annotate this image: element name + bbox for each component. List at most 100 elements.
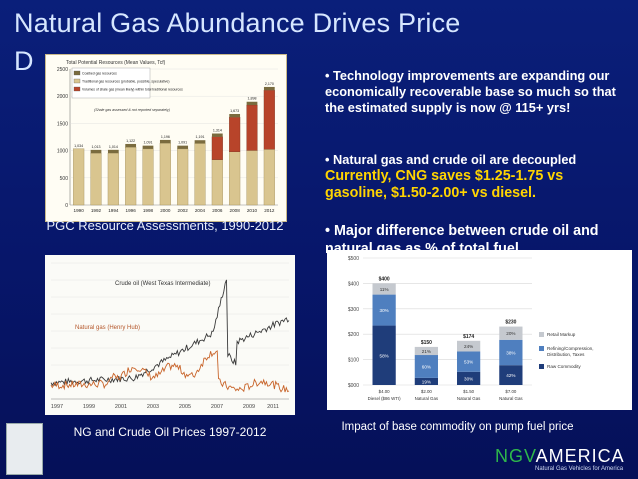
chart1-bar-coal xyxy=(90,149,102,154)
chart2-x-tick: 1997 xyxy=(51,404,63,410)
chart3-y-tick: $400 xyxy=(348,281,359,287)
chart1-bar-label: 1,122 xyxy=(126,139,135,143)
chart2-x-tick: 2007 xyxy=(211,404,223,410)
chart1-bar-label: 1,314 xyxy=(213,129,222,133)
chart1-y-tick: 1500 xyxy=(57,121,68,127)
chart1-x-tick: 2002 xyxy=(178,208,189,213)
chart3-legend-swatch xyxy=(539,346,544,351)
chart2-x-tick: 2011 xyxy=(267,404,279,410)
thumbnail-image xyxy=(6,423,43,475)
chart3-bar-segment xyxy=(499,365,523,385)
chart3-x-tick: $4.00 xyxy=(379,389,391,394)
chart3-total-label: $174 xyxy=(463,334,474,340)
chart1-y-tick: 500 xyxy=(60,176,69,182)
chart1-bar-shale xyxy=(211,136,223,160)
chart3-legend-swatch xyxy=(539,364,544,369)
chart3-total-label: $230 xyxy=(505,320,516,326)
chart1-bar-coal xyxy=(177,145,189,149)
chart3-y-tick: $000 xyxy=(348,383,359,389)
chart1-bar-base xyxy=(142,148,154,206)
chart3-segment-label: 24% xyxy=(464,344,473,349)
chart1-bar-label: 1,091 xyxy=(178,141,187,145)
chart2-x-tick: 2009 xyxy=(243,404,255,410)
chart2-crude-label: Crude oil (West Texas Intermediate) xyxy=(115,281,210,287)
chart3-x-tick: $1.50 xyxy=(463,389,475,394)
chart3-segment-label: 21% xyxy=(422,349,431,354)
chart1-bar-label: 1,013 xyxy=(92,145,101,149)
chart3-bar-segment xyxy=(372,294,396,326)
price-history-chart: Crude oil (West Texas Intermediate) Natur… xyxy=(45,255,295,415)
bullet-savings-highlight: Currently, CNG saves $1.25-1.75 vs gasol… xyxy=(325,168,564,201)
chart3-x-tick-sub: Diesel ($86 WTI) xyxy=(368,396,401,401)
chart1-bar-coal xyxy=(246,101,258,106)
chart3-y-tick: $200 xyxy=(348,332,359,338)
chart1-bar-base xyxy=(211,159,223,206)
chart3-bar-segment xyxy=(414,355,438,378)
fuel-price-chart: $000 $100 $200 $300 $400 $500 58% 30% 11% $400 $4.… xyxy=(327,250,632,410)
chart1-bar-base xyxy=(125,147,137,206)
chart1-bar-label: 1,191 xyxy=(196,135,205,139)
ngvamerica-logo: NGVAMERICA xyxy=(495,446,625,467)
chart1-bar-label: 1,091 xyxy=(144,141,153,145)
chart1-y-tick: 1000 xyxy=(57,149,68,155)
chart1-legend-swatch xyxy=(73,78,81,84)
chart3-legend-label-cont: Distribution, Taxes xyxy=(547,352,585,357)
chart3-y-tick: $500 xyxy=(348,256,359,262)
chart3-legend-label: Raw Commodity xyxy=(547,364,581,369)
chart2-x-tick: 2005 xyxy=(179,404,191,410)
chart3-legend-label: Refining/Compression, xyxy=(547,346,593,351)
chart1-x-tick: 2012 xyxy=(264,208,275,213)
chart3-total-label: $400 xyxy=(379,276,390,282)
chart3-bar-segment xyxy=(414,346,438,356)
chart3-segment-label: 30% xyxy=(380,308,389,313)
chart1-x-tick: 1994 xyxy=(108,208,119,213)
chart3-segment-label: 38% xyxy=(506,350,515,355)
chart1-x-tick: 1998 xyxy=(143,208,154,213)
chart2-x-tick: 1999 xyxy=(83,404,95,410)
chart3-bar-segment xyxy=(457,351,481,372)
chart3-bar-segment xyxy=(499,326,523,340)
price-history-caption: NG and Crude Oil Prices 1997-2012 xyxy=(73,425,267,439)
chart1-bar-base xyxy=(107,152,119,206)
chart3-segment-label: 20% xyxy=(506,331,515,336)
chart3-y-tick: $300 xyxy=(348,307,359,313)
chart3-bar-segment xyxy=(372,283,396,295)
chart1-bar-coal xyxy=(159,139,171,144)
chart1-legend-swatch xyxy=(73,70,81,76)
chart1-legend-swatch xyxy=(73,86,81,92)
chart1-bar-base xyxy=(194,143,206,206)
chart1-x-tick: 1996 xyxy=(126,208,137,213)
chart3-segment-label: 19% xyxy=(422,379,431,384)
fuel-price-caption: Impact of base commodity on pump fuel pr… xyxy=(341,421,574,433)
chart1-header: Total Potential Resources (Mean Values, … xyxy=(66,60,166,66)
chart3-total-label: $150 xyxy=(421,340,432,346)
chart1-bar-coal xyxy=(211,133,223,137)
chart1-y-tick: 2000 xyxy=(57,94,68,100)
chart3-segment-label: 11% xyxy=(380,287,389,292)
bullet-decoupled: • Natural gas and crude oil are decouple… xyxy=(325,152,625,202)
chart2-x-tick: 2001 xyxy=(115,404,127,410)
chart1-legend-label: Traditional gas resources (probable, pos… xyxy=(82,80,170,84)
chart1-y-tick: 2500 xyxy=(57,67,68,73)
chart3-y-tick: $100 xyxy=(348,358,359,364)
chart1-bar-label: 2,170 xyxy=(265,82,274,86)
chart1-bar-coal xyxy=(194,140,206,144)
chart1-y-tick: 0 xyxy=(65,203,68,209)
slide-title-fragment: D xyxy=(14,46,34,76)
chart1-bar-base xyxy=(246,150,258,206)
logo-tagline: Natural Gas Vehicles for America xyxy=(535,466,624,472)
chart3-x-tick-sub: Natural Gas xyxy=(415,396,439,401)
chart1-annotation: (Shale gas assessed & not reported separ… xyxy=(94,108,170,112)
chart2-gas-line xyxy=(50,350,290,393)
resource-assessment-chart: Total Potential Resources (Mean Values, … xyxy=(45,54,287,222)
chart3-x-tick: $7.00 xyxy=(505,389,517,394)
chart1-bar-coal xyxy=(263,86,275,91)
chart1-x-tick: 2000 xyxy=(160,208,171,213)
chart2-crude-line xyxy=(50,279,290,387)
chart1-bar-base xyxy=(177,148,189,206)
chart3-legend-label: Retail Markup xyxy=(547,332,576,337)
chart2-x-tick: 2003 xyxy=(147,404,159,410)
chart3-bar-segment xyxy=(499,339,523,366)
chart1-bar-coal xyxy=(125,143,137,148)
chart1-bar-base xyxy=(73,148,85,206)
